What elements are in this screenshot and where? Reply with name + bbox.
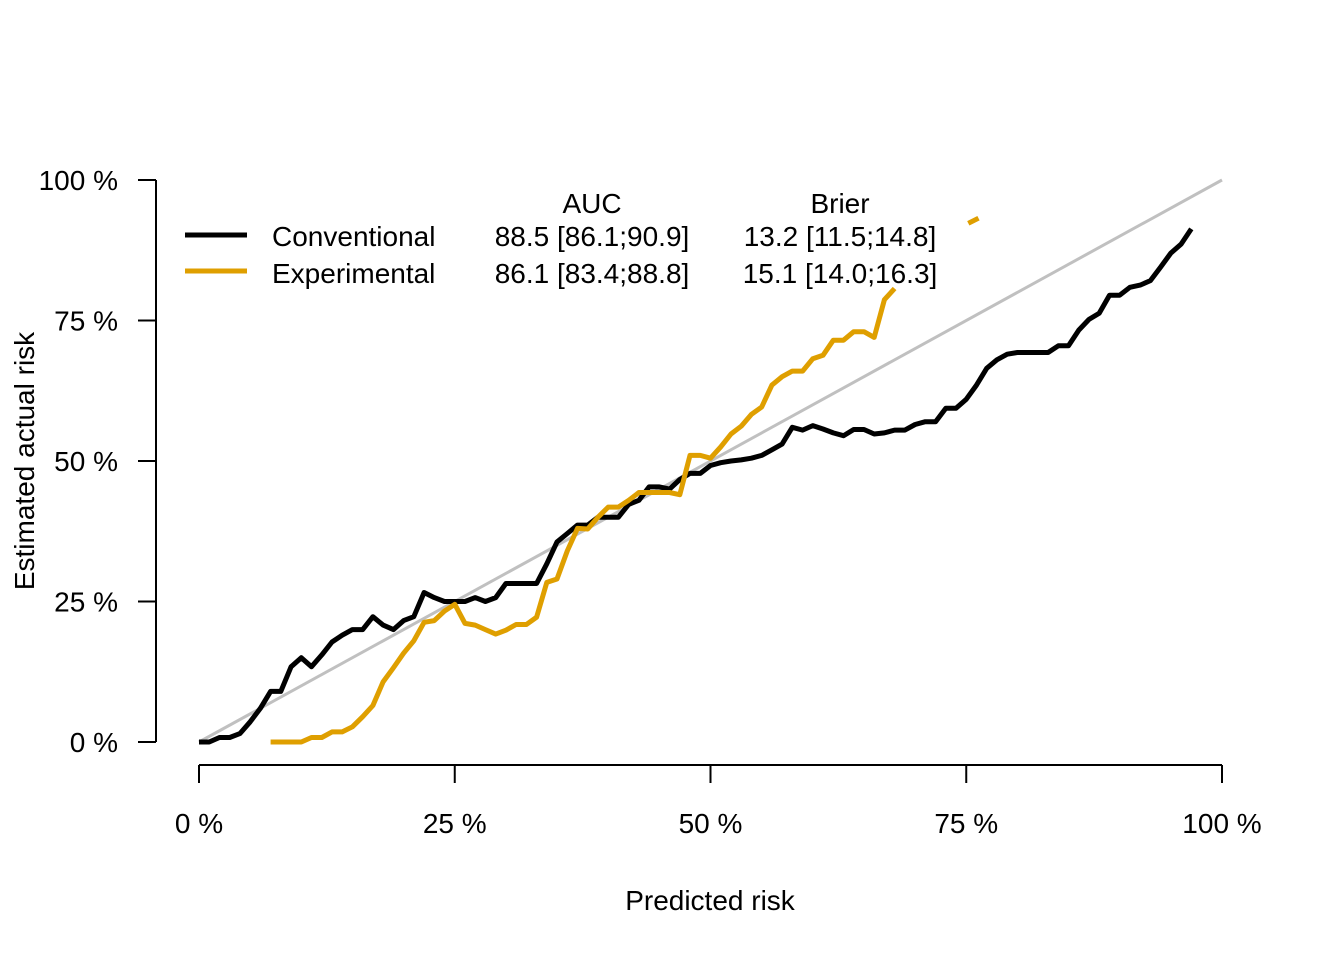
y-axis: 0 % 25 % 50 % 75 % 100 % xyxy=(39,165,157,758)
legend-header-auc: AUC xyxy=(562,188,621,219)
reference-diagonal-line xyxy=(198,178,1223,744)
legend-label-conventional: Conventional xyxy=(272,221,435,252)
series-line-experimental xyxy=(270,286,897,745)
x-tick-label: 25 % xyxy=(423,808,487,839)
y-tick-label: 50 % xyxy=(54,446,118,477)
y-tick-label: 25 % xyxy=(54,587,118,618)
y-tick-label: 0 % xyxy=(70,727,118,758)
y-axis-label: Estimated actual risk xyxy=(9,331,40,590)
series-layer xyxy=(199,215,1194,745)
series-line-conventional xyxy=(199,227,1194,745)
legend-auc-conventional: 88.5 [86.1;90.9] xyxy=(495,221,690,252)
legend-header-brier: Brier xyxy=(810,188,869,219)
x-tick-label: 50 % xyxy=(679,808,743,839)
legend-brier-experimental: 15.1 [14.0;16.3] xyxy=(743,258,938,289)
x-tick-label: 100 % xyxy=(1182,808,1261,839)
legend-auc-experimental: 86.1 [83.4;88.8] xyxy=(495,258,690,289)
legend-label-experimental: Experimental xyxy=(272,258,435,289)
y-tick-label: 100 % xyxy=(39,165,118,196)
legend-brier-conventional: 13.2 [11.5;14.8] xyxy=(744,221,937,252)
x-tick-label: 0 % xyxy=(175,808,223,839)
legend: AUC Brier Conventional 88.5 [86.1;90.9] … xyxy=(185,188,937,289)
y-tick-label: 75 % xyxy=(54,306,118,337)
x-axis-label: Predicted risk xyxy=(625,885,796,916)
series-segment-experimental xyxy=(967,215,980,226)
x-axis: 0 % 25 % 50 % 75 % 100 % xyxy=(175,764,1262,839)
x-tick-label: 75 % xyxy=(934,808,998,839)
